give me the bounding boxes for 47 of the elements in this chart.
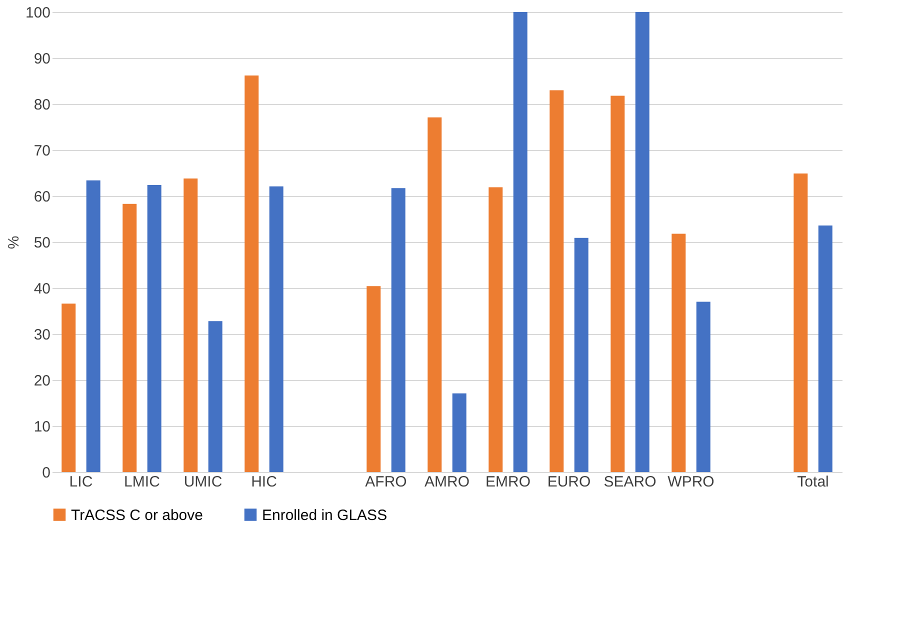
bar (574, 238, 588, 472)
bar (428, 117, 442, 472)
bar (550, 90, 564, 472)
bar (366, 286, 381, 472)
bar (672, 234, 686, 472)
y-tick-label: 30 (34, 326, 50, 344)
x-tick-label: AMRO (424, 474, 470, 490)
y-tick-label: 0 (42, 464, 50, 482)
bar (269, 186, 284, 472)
legend-label: Enrolled in GLASS (262, 506, 388, 524)
bar (391, 188, 406, 472)
y-tick-label: 40 (34, 280, 50, 298)
y-tick-label: 10 (34, 418, 50, 436)
y-axis-title: % (5, 236, 22, 250)
y-tick-label: 80 (34, 96, 50, 114)
y-tick-label: 90 (34, 50, 50, 68)
x-tick-label: LIC (69, 474, 93, 490)
bar (513, 12, 528, 472)
x-tick-label: EURO (547, 474, 591, 490)
y-tick-label: 50 (34, 234, 50, 252)
x-tick-label: AFRO (365, 474, 407, 490)
bar (86, 180, 100, 472)
y-tick-label: 70 (34, 142, 50, 160)
y-tick-label: 60 (34, 188, 50, 206)
bar (488, 187, 503, 472)
bar (208, 321, 222, 472)
bar (122, 204, 137, 472)
bar (62, 304, 76, 472)
y-tick-label: 100 (25, 4, 50, 22)
bar (794, 173, 808, 472)
bar (818, 225, 832, 472)
legend-label: TrACSS C or above (71, 506, 203, 524)
x-tick-label: LMIC (124, 474, 160, 490)
x-tick-label: HIC (251, 474, 278, 490)
x-tick-label: WPRO (668, 474, 714, 490)
y-tick-label: 20 (34, 372, 50, 390)
bar (184, 178, 198, 472)
bar (610, 96, 625, 472)
bar (452, 393, 466, 472)
bar (244, 75, 259, 472)
x-tick-label: EMRO (486, 474, 531, 490)
bar (147, 184, 162, 472)
x-tick-label: Total (797, 474, 829, 490)
bar (635, 12, 650, 472)
x-tick-label: SEARO (604, 474, 656, 490)
x-tick-label: UMIC (184, 474, 222, 490)
bar (696, 302, 710, 472)
